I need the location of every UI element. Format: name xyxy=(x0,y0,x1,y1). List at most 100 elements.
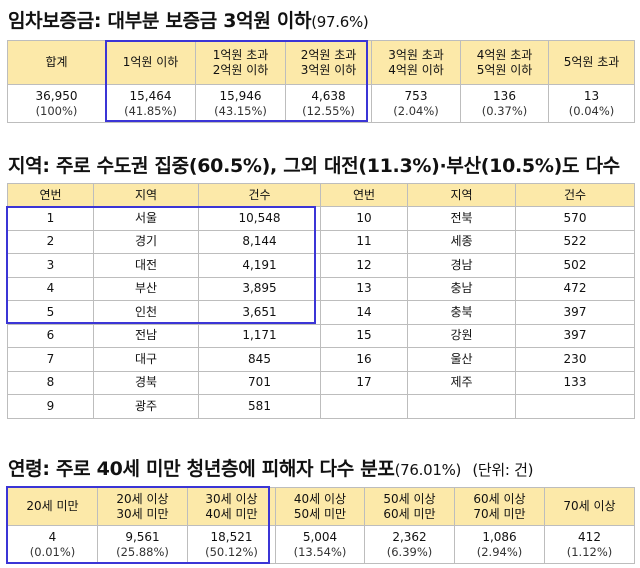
region-cell: 11 xyxy=(320,229,408,254)
region-cell-line: 12 xyxy=(356,257,372,272)
region-cell: 15 xyxy=(320,323,408,348)
region-cell-line: 세종 xyxy=(450,234,473,249)
region-cell-line: 인천 xyxy=(134,304,158,319)
region-table: 연번 지역 건수 연번 지역 건수 1 서울 10,548 10 전북 570 2 경기 8,144 11 세종… xyxy=(7,183,635,419)
deposit-header-cell-line: 4억원 이하 xyxy=(388,62,444,77)
region-cell: 472 xyxy=(515,276,635,301)
region-cell: 서울 xyxy=(93,206,199,231)
region-cell: 6 xyxy=(7,323,94,348)
region-row: 5 인천 3,651 14 충북 397 xyxy=(7,300,635,325)
region-cell-line: 16 xyxy=(356,351,372,366)
region-cell-line: 522 xyxy=(563,234,587,249)
region-cell-line: 6 xyxy=(46,328,55,343)
deposit-header-cell: 5억원 초과 xyxy=(548,40,635,85)
deposit-value-cell-line: (0.04%) xyxy=(568,103,615,118)
region-cell: 10 xyxy=(320,206,408,231)
age-header-cell-line: 50세 미만 xyxy=(293,506,347,521)
deposit-header-cell: 합계 xyxy=(7,40,106,85)
age-value-cell-line: 4 xyxy=(48,529,57,544)
region-cell: 부산 xyxy=(93,276,199,301)
region-cell-line: 경남 xyxy=(450,257,473,272)
region-cell xyxy=(407,394,516,419)
region-row: 3 대전 4,191 12 경남 502 xyxy=(7,253,635,278)
age-value-cell-line: 412 xyxy=(578,529,601,544)
region-cell-line: 3,651 xyxy=(242,304,277,319)
region-header-cell-line: 지역 xyxy=(450,187,473,202)
age-header-cell-line: 30세 이상 xyxy=(205,491,258,506)
region-header-cell: 지역 xyxy=(407,183,516,207)
deposit-header-cell-line: 5억원 이하 xyxy=(476,62,533,77)
region-row: 9 광주 581 xyxy=(7,394,635,419)
region-cell-line: 15 xyxy=(356,328,372,343)
region-cell: 8,144 xyxy=(198,229,321,254)
deposit-header-cell-line: 2억원 이하 xyxy=(212,62,269,77)
deposit-value-cell-line: 136 xyxy=(493,88,516,103)
region-cell: 845 xyxy=(198,347,321,372)
region-cell: 13 xyxy=(320,276,408,301)
region-header-cell: 건수 xyxy=(198,183,321,207)
deposit-value-cell: 13 (0.04%) xyxy=(548,84,635,123)
region-cell: 16 xyxy=(320,347,408,372)
region-header-cell: 건수 xyxy=(515,183,635,207)
region-cell-line: 대전 xyxy=(134,257,158,272)
age-header-cell-line: 70세 이상 xyxy=(563,499,616,513)
deposit-table: 합계 1억원 이하 1억원 초과 2억원 이하 2억원 초과 3억원 이하 3억원 초과 4억… xyxy=(7,40,635,123)
region-row: 8 경북 701 17 제주 133 xyxy=(7,370,635,395)
age-header-cell: 20세 미만 xyxy=(7,487,98,526)
region-cell: 14 xyxy=(320,300,408,325)
age-value-cell-line: (50.12%) xyxy=(205,544,258,559)
region-cell: 9 xyxy=(7,394,94,419)
region-cell: 3,895 xyxy=(198,276,321,301)
age-value-cell-line: 2,362 xyxy=(392,529,427,544)
region-cell-line: 17 xyxy=(356,375,372,390)
deposit-value-cell-line: (43.15%) xyxy=(214,103,267,118)
region-header-cell: 지역 xyxy=(93,183,199,207)
region-cell: 경기 xyxy=(93,229,199,254)
region-cell: 대전 xyxy=(93,253,199,278)
age-value-cell-line: 5,004 xyxy=(302,529,338,544)
age-value-cell-line: (0.01%) xyxy=(29,544,76,559)
region-cell-line: 845 xyxy=(248,351,271,366)
age-value-cell-line: (2.94%) xyxy=(476,544,523,559)
age-value-cell: 2,362 (6.39%) xyxy=(364,525,455,564)
deposit-header-cell-line: 2억원 초과 xyxy=(300,47,357,62)
region-header-cell-line: 건수 xyxy=(563,187,587,202)
region-cell: 대구 xyxy=(93,347,199,372)
age-header-cell-line: 60세 이상 xyxy=(473,491,526,506)
region-cell-line: 230 xyxy=(563,351,587,366)
region-cell-line: 8,144 xyxy=(242,234,277,249)
region-cell-line: 광주 xyxy=(134,398,158,413)
region-cell: 701 xyxy=(198,370,321,395)
region-header-cell: 연번 xyxy=(320,183,408,207)
region-cell-line: 전남 xyxy=(134,328,158,343)
region-header-cell-line: 건수 xyxy=(248,187,271,202)
region-cell-line: 397 xyxy=(563,328,587,343)
age-header-cell-line: 40세 이상 xyxy=(293,491,347,506)
region-cell: 5 xyxy=(7,300,94,325)
deposit-value-cell-line: (100%) xyxy=(35,103,78,118)
age-header-cell-line: 40세 미만 xyxy=(205,506,258,521)
age-header-cell: 70세 이상 xyxy=(544,487,635,526)
deposit-value-cell-line: (2.04%) xyxy=(393,103,439,118)
age-table: 20세 미만 20세 이상 30세 미만 30세 이상 40세 미만 40세 이상 50세 … xyxy=(7,487,635,564)
region-cell: 경남 xyxy=(407,253,516,278)
section3-title-pct: (76.01%) xyxy=(394,461,462,479)
region-cell: 경북 xyxy=(93,370,199,395)
age-value-cell-line: (1.12%) xyxy=(566,544,613,559)
region-cell: 8 xyxy=(7,370,94,395)
age-header-cell-line: 50세 이상 xyxy=(383,491,436,506)
deposit-header-cell-line: 1억원 초과 xyxy=(212,47,269,62)
deposit-value-cell: 15,946 (43.15%) xyxy=(195,84,286,123)
region-cell: 522 xyxy=(515,229,635,254)
region-cell-line: 충남 xyxy=(450,281,473,296)
region-cell: 2 xyxy=(7,229,94,254)
region-cell: 502 xyxy=(515,253,635,278)
deposit-value-cell: 753 (2.04%) xyxy=(371,84,461,123)
deposit-header-cell: 3억원 초과 4억원 이하 xyxy=(371,40,461,85)
region-header-cell-line: 연번 xyxy=(39,187,62,202)
region-cell-line: 9 xyxy=(46,398,55,413)
region-cell: 4,191 xyxy=(198,253,321,278)
region-cell: 7 xyxy=(7,347,94,372)
age-header-cell: 50세 이상 60세 미만 xyxy=(364,487,455,526)
region-cell-line: 경북 xyxy=(134,375,158,390)
